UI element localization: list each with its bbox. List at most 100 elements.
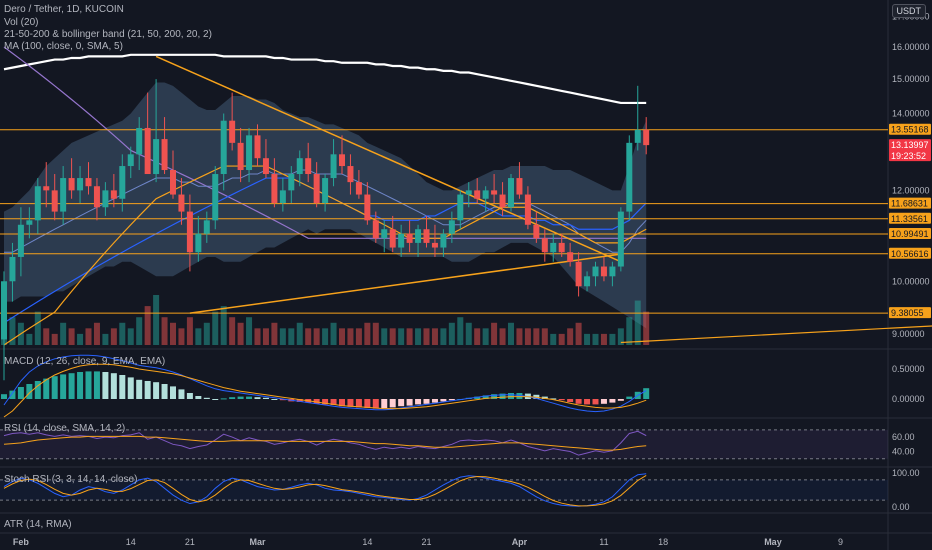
currency-button[interactable]: USDT (891, 4, 926, 18)
macd-histogram-bar (229, 397, 236, 399)
candle (533, 224, 540, 239)
candle (398, 233, 405, 248)
macd-histogram-bar (77, 372, 84, 399)
macd-histogram-bar (364, 399, 371, 408)
candle (550, 242, 557, 253)
candle (516, 178, 523, 195)
candle (296, 158, 303, 175)
macd-histogram-bar (347, 399, 354, 407)
volume-bar (567, 328, 574, 345)
volume-bar (508, 322, 514, 345)
candle (575, 261, 582, 287)
stoch-d-line (3, 475, 647, 507)
macd-histogram-bar (93, 371, 100, 399)
macd-histogram-bar (398, 399, 405, 407)
volume-bar (448, 322, 455, 345)
candle (305, 158, 312, 175)
volume-bar (288, 328, 295, 345)
price-tag (889, 197, 931, 209)
macd-histogram-bar (220, 398, 227, 400)
macd-histogram-bar (567, 399, 574, 402)
macd-histogram-bar (246, 396, 253, 399)
volume-bar (170, 322, 176, 345)
candle (34, 186, 41, 221)
stoch-k-line (3, 473, 647, 507)
macd-histogram-bar (203, 397, 210, 399)
macd-histogram-bar (296, 399, 303, 402)
volume-bar (51, 333, 58, 345)
volume-bar (339, 328, 345, 345)
volume-bar (499, 328, 506, 345)
candle (634, 129, 641, 143)
ma-200-line (3, 53, 647, 105)
time-tick-label: 9 (838, 537, 843, 547)
candle (262, 158, 269, 175)
candle (592, 266, 599, 277)
candle (68, 178, 75, 191)
macd-histogram-bar (68, 373, 75, 399)
volume-bar (592, 333, 599, 345)
volume-bar (524, 328, 531, 345)
macd-histogram-bar (34, 381, 41, 399)
macd-histogram-bar (51, 376, 58, 399)
volume-bar (85, 328, 92, 345)
macd-histogram-bar (212, 399, 219, 400)
macd-histogram-bar (499, 393, 506, 399)
volume-bar (406, 328, 413, 345)
macd-histogram-bar (85, 371, 92, 399)
candle (423, 229, 430, 243)
candle (186, 211, 193, 253)
macd-histogram-bar (1, 394, 7, 399)
volume-bar (144, 306, 151, 345)
macd-histogram-bar (60, 374, 67, 399)
macd-histogram-bar (161, 384, 168, 399)
macd-histogram-bar (381, 399, 388, 408)
candle (51, 190, 58, 212)
price-tag (889, 227, 931, 239)
candle (347, 166, 354, 183)
candle (119, 166, 126, 199)
volume-bar (262, 328, 269, 345)
volume-bar (440, 328, 447, 345)
volume-bar (347, 328, 354, 345)
candle (609, 266, 616, 277)
volume-bar (541, 328, 548, 345)
volume-bar (195, 328, 202, 345)
candle (229, 120, 236, 143)
volume-bar (110, 328, 117, 345)
volume-bar (322, 328, 329, 345)
volume-bar (584, 333, 591, 345)
candle (1, 281, 7, 340)
candle (26, 220, 33, 225)
macd-histogram-bar (170, 386, 176, 399)
price-tick-label: 10.00000 (892, 276, 930, 286)
volume-bar (355, 328, 362, 345)
volume-bar (161, 317, 168, 345)
price-tag-label: 11.68631 (891, 199, 928, 209)
macd-histogram-bar (178, 389, 185, 399)
rsi-band (0, 429, 888, 459)
candle (491, 190, 498, 195)
volume-bar (423, 328, 430, 345)
price-tag-label: 10.56616 (891, 249, 929, 259)
macd-histogram-bar (313, 399, 320, 404)
volume-bar (474, 328, 481, 345)
macd-histogram-bar (322, 399, 329, 405)
price-tag-label: 13.55168 (891, 125, 929, 135)
volume-bar (575, 322, 582, 345)
volume-bar (93, 322, 100, 345)
candle (288, 174, 295, 191)
time-tick-label: May (764, 537, 782, 547)
stoch-rsi-legend: Stoch RSI (3, 3, 14, 14, close) (4, 474, 138, 485)
price-tag-label: 13.13997 (891, 140, 929, 150)
volume-bar (77, 333, 84, 345)
candle (102, 190, 109, 208)
macd-histogram-bar (448, 399, 455, 401)
rsi-legend: RSI (14, close, SMA, 14, 2) (4, 423, 126, 434)
volume-bar (558, 333, 565, 345)
candle (431, 242, 438, 248)
countdown-label: 19:23:52 (891, 151, 926, 161)
volume-bar (279, 328, 286, 345)
candle (43, 186, 50, 191)
